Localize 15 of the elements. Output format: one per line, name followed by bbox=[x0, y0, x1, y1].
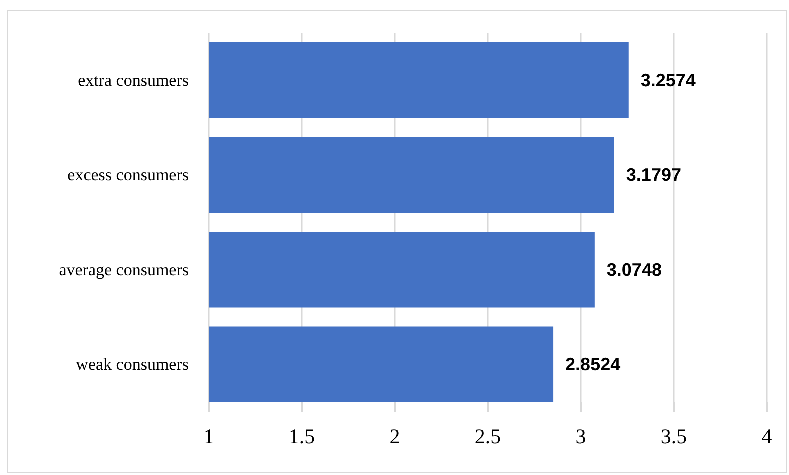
x-tick-label: 4 bbox=[762, 424, 773, 448]
y-tick-label: excess consumers bbox=[68, 166, 189, 185]
y-tick-label: weak consumers bbox=[76, 355, 189, 374]
data-label: 3.1797 bbox=[626, 165, 682, 186]
x-tick-label: 2.5 bbox=[474, 424, 502, 448]
y-tick-label: extra consumers bbox=[78, 70, 189, 90]
x-tick-label: 1 bbox=[204, 424, 214, 448]
data-label: 2.8524 bbox=[566, 354, 621, 375]
x-tick-label: 3 bbox=[576, 424, 586, 448]
y-tick-label: average consumers bbox=[59, 260, 189, 280]
x-tick-label: 2 bbox=[390, 424, 400, 448]
data-label: 3.2574 bbox=[640, 70, 696, 90]
x-tick-label: 3.5 bbox=[660, 424, 688, 448]
data-label: 3.0748 bbox=[606, 260, 662, 280]
x-tick-label: 1.5 bbox=[288, 424, 316, 448]
